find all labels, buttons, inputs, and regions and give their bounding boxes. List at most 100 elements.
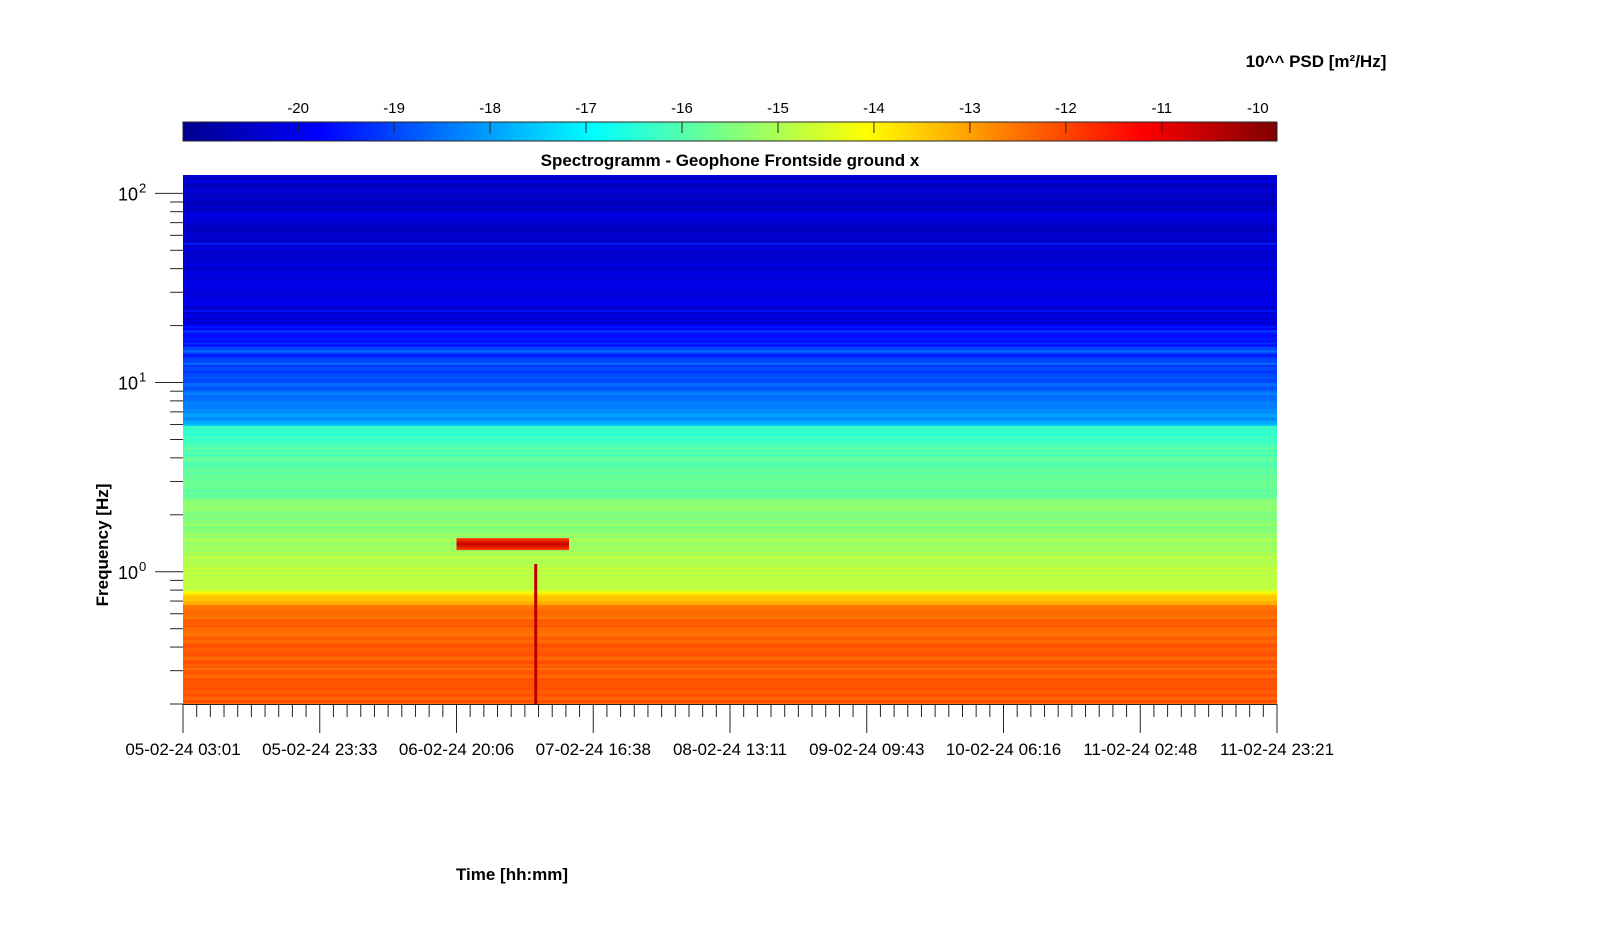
spectrogram-band bbox=[183, 236, 1277, 239]
spectrogram-band bbox=[183, 653, 1277, 656]
spectrogram-band bbox=[183, 370, 1277, 373]
spectrogram-band bbox=[183, 486, 1277, 489]
spectrogram-band bbox=[183, 345, 1277, 349]
x-tick-label: 07-02-24 16:38 bbox=[536, 740, 651, 759]
spectrogram-band bbox=[183, 470, 1277, 473]
spectrogram-band bbox=[183, 626, 1277, 630]
spectrogram-band bbox=[183, 229, 1277, 233]
spectrogram-band bbox=[183, 360, 1277, 363]
spectrogram-band bbox=[183, 242, 1277, 245]
spectrogram-band bbox=[183, 339, 1277, 343]
colorbar-tick-label: -10 bbox=[1247, 100, 1269, 117]
spectrogram-band bbox=[183, 333, 1277, 337]
spectrogram-band bbox=[183, 699, 1277, 703]
spectrogram-band bbox=[183, 437, 1277, 441]
spectrogram-band bbox=[183, 390, 1277, 394]
colorbar-tick-label: -13 bbox=[959, 100, 981, 117]
spectrogram-band bbox=[183, 327, 1277, 331]
spectrogram-band bbox=[183, 295, 1277, 298]
spectrogram-band bbox=[183, 221, 1277, 225]
spectrogram-band bbox=[183, 213, 1277, 217]
spectrogram-band bbox=[183, 545, 1277, 548]
spectrogram-band bbox=[183, 268, 1277, 272]
spectrogram-band bbox=[183, 282, 1277, 286]
y-tick-label-base: 10 bbox=[118, 563, 138, 583]
x-axis-label: Time [hh:mm] bbox=[456, 865, 568, 884]
spectrogram-band bbox=[183, 421, 1277, 424]
spectrogram-band bbox=[183, 535, 1277, 538]
spectrogram-band bbox=[183, 614, 1277, 618]
spectrogram-band bbox=[183, 439, 1277, 443]
spectrogram-band bbox=[183, 203, 1277, 207]
spectrogram-band bbox=[183, 215, 1277, 219]
spectrogram-band bbox=[183, 647, 1277, 650]
x-tick-label: 09-02-24 09:43 bbox=[809, 740, 924, 759]
spectrogram-band bbox=[183, 659, 1277, 662]
spectrogram-band bbox=[183, 260, 1277, 264]
colorbar-ticks: -20 -19 -18 -17 -16 -15 -14 -13 -12 -11 -10 bbox=[287, 100, 1269, 133]
spectrogram-band bbox=[183, 187, 1277, 190]
spectrogram-band bbox=[183, 632, 1277, 636]
spectrogram-band bbox=[183, 396, 1277, 400]
spectrogram-band bbox=[183, 638, 1277, 642]
spectrogram-band bbox=[183, 522, 1277, 526]
spectrogram-band bbox=[183, 606, 1277, 609]
spectrogram-band bbox=[183, 189, 1277, 192]
spectrogram-band bbox=[183, 640, 1277, 644]
spectrogram-band bbox=[183, 618, 1277, 622]
spectrogram-band bbox=[183, 199, 1277, 203]
spectrogram-band bbox=[183, 234, 1277, 237]
spectrogram-band bbox=[183, 610, 1277, 614]
spectrogram-features bbox=[456, 538, 570, 704]
spectrogram-band bbox=[183, 376, 1277, 380]
spectrogram-band bbox=[183, 492, 1277, 496]
spectrogram-band bbox=[183, 219, 1277, 223]
spectrogram-band bbox=[183, 463, 1277, 467]
spectrogram-band bbox=[183, 347, 1277, 351]
spectrogram-band bbox=[183, 380, 1277, 384]
y-tick-label-base: 10 bbox=[118, 374, 138, 394]
spectrogram-band bbox=[183, 551, 1277, 555]
spectrogram-band bbox=[183, 419, 1277, 422]
spectrogram-band bbox=[183, 579, 1277, 583]
spectrogram-band bbox=[183, 494, 1277, 498]
spectrogram-band bbox=[183, 274, 1277, 278]
spectrogram-band bbox=[183, 411, 1277, 414]
spectrogram-band bbox=[183, 472, 1277, 475]
colorbar-tick-label: -17 bbox=[575, 100, 597, 117]
spectrogram-band bbox=[183, 266, 1277, 270]
x-tick-label: 06-02-24 20:06 bbox=[399, 740, 514, 759]
spectrogram-band bbox=[183, 518, 1277, 522]
spectrogram-band bbox=[183, 608, 1277, 612]
spectrogram-band bbox=[183, 465, 1277, 469]
spectrogram-band bbox=[183, 413, 1277, 416]
spectrogram-band bbox=[183, 581, 1277, 585]
spectrogram-band bbox=[183, 596, 1277, 599]
colorbar-tick-label: -11 bbox=[1152, 100, 1173, 117]
spectrogram-band bbox=[183, 697, 1277, 701]
spectrogram-line bbox=[183, 428, 1277, 435]
spectrogram-band bbox=[183, 252, 1277, 255]
spectrogram-band bbox=[183, 537, 1277, 540]
spectrogram-band bbox=[183, 602, 1277, 605]
spectrogram-band bbox=[183, 185, 1277, 188]
spectrogram-band bbox=[183, 478, 1277, 481]
spectrogram-band bbox=[183, 335, 1277, 339]
spectrogram-band bbox=[183, 433, 1277, 437]
spectrogram-band bbox=[183, 675, 1277, 679]
spectrogram-band bbox=[183, 225, 1277, 229]
spectrogram-band bbox=[183, 520, 1277, 524]
spectrogram-band bbox=[183, 498, 1277, 502]
spectrogram-band bbox=[183, 679, 1277, 683]
spectrogram-band bbox=[183, 372, 1277, 375]
spectrogram-band bbox=[183, 524, 1277, 528]
spectrogram-band bbox=[183, 453, 1277, 457]
x-tick-label: 05-02-24 03:01 bbox=[125, 740, 240, 759]
spectrogram-band bbox=[183, 553, 1277, 557]
spectrogram-band bbox=[183, 193, 1277, 196]
spectrogram-band bbox=[183, 290, 1277, 294]
spectrogram-band bbox=[183, 630, 1277, 634]
spectrogram-band bbox=[183, 600, 1277, 603]
